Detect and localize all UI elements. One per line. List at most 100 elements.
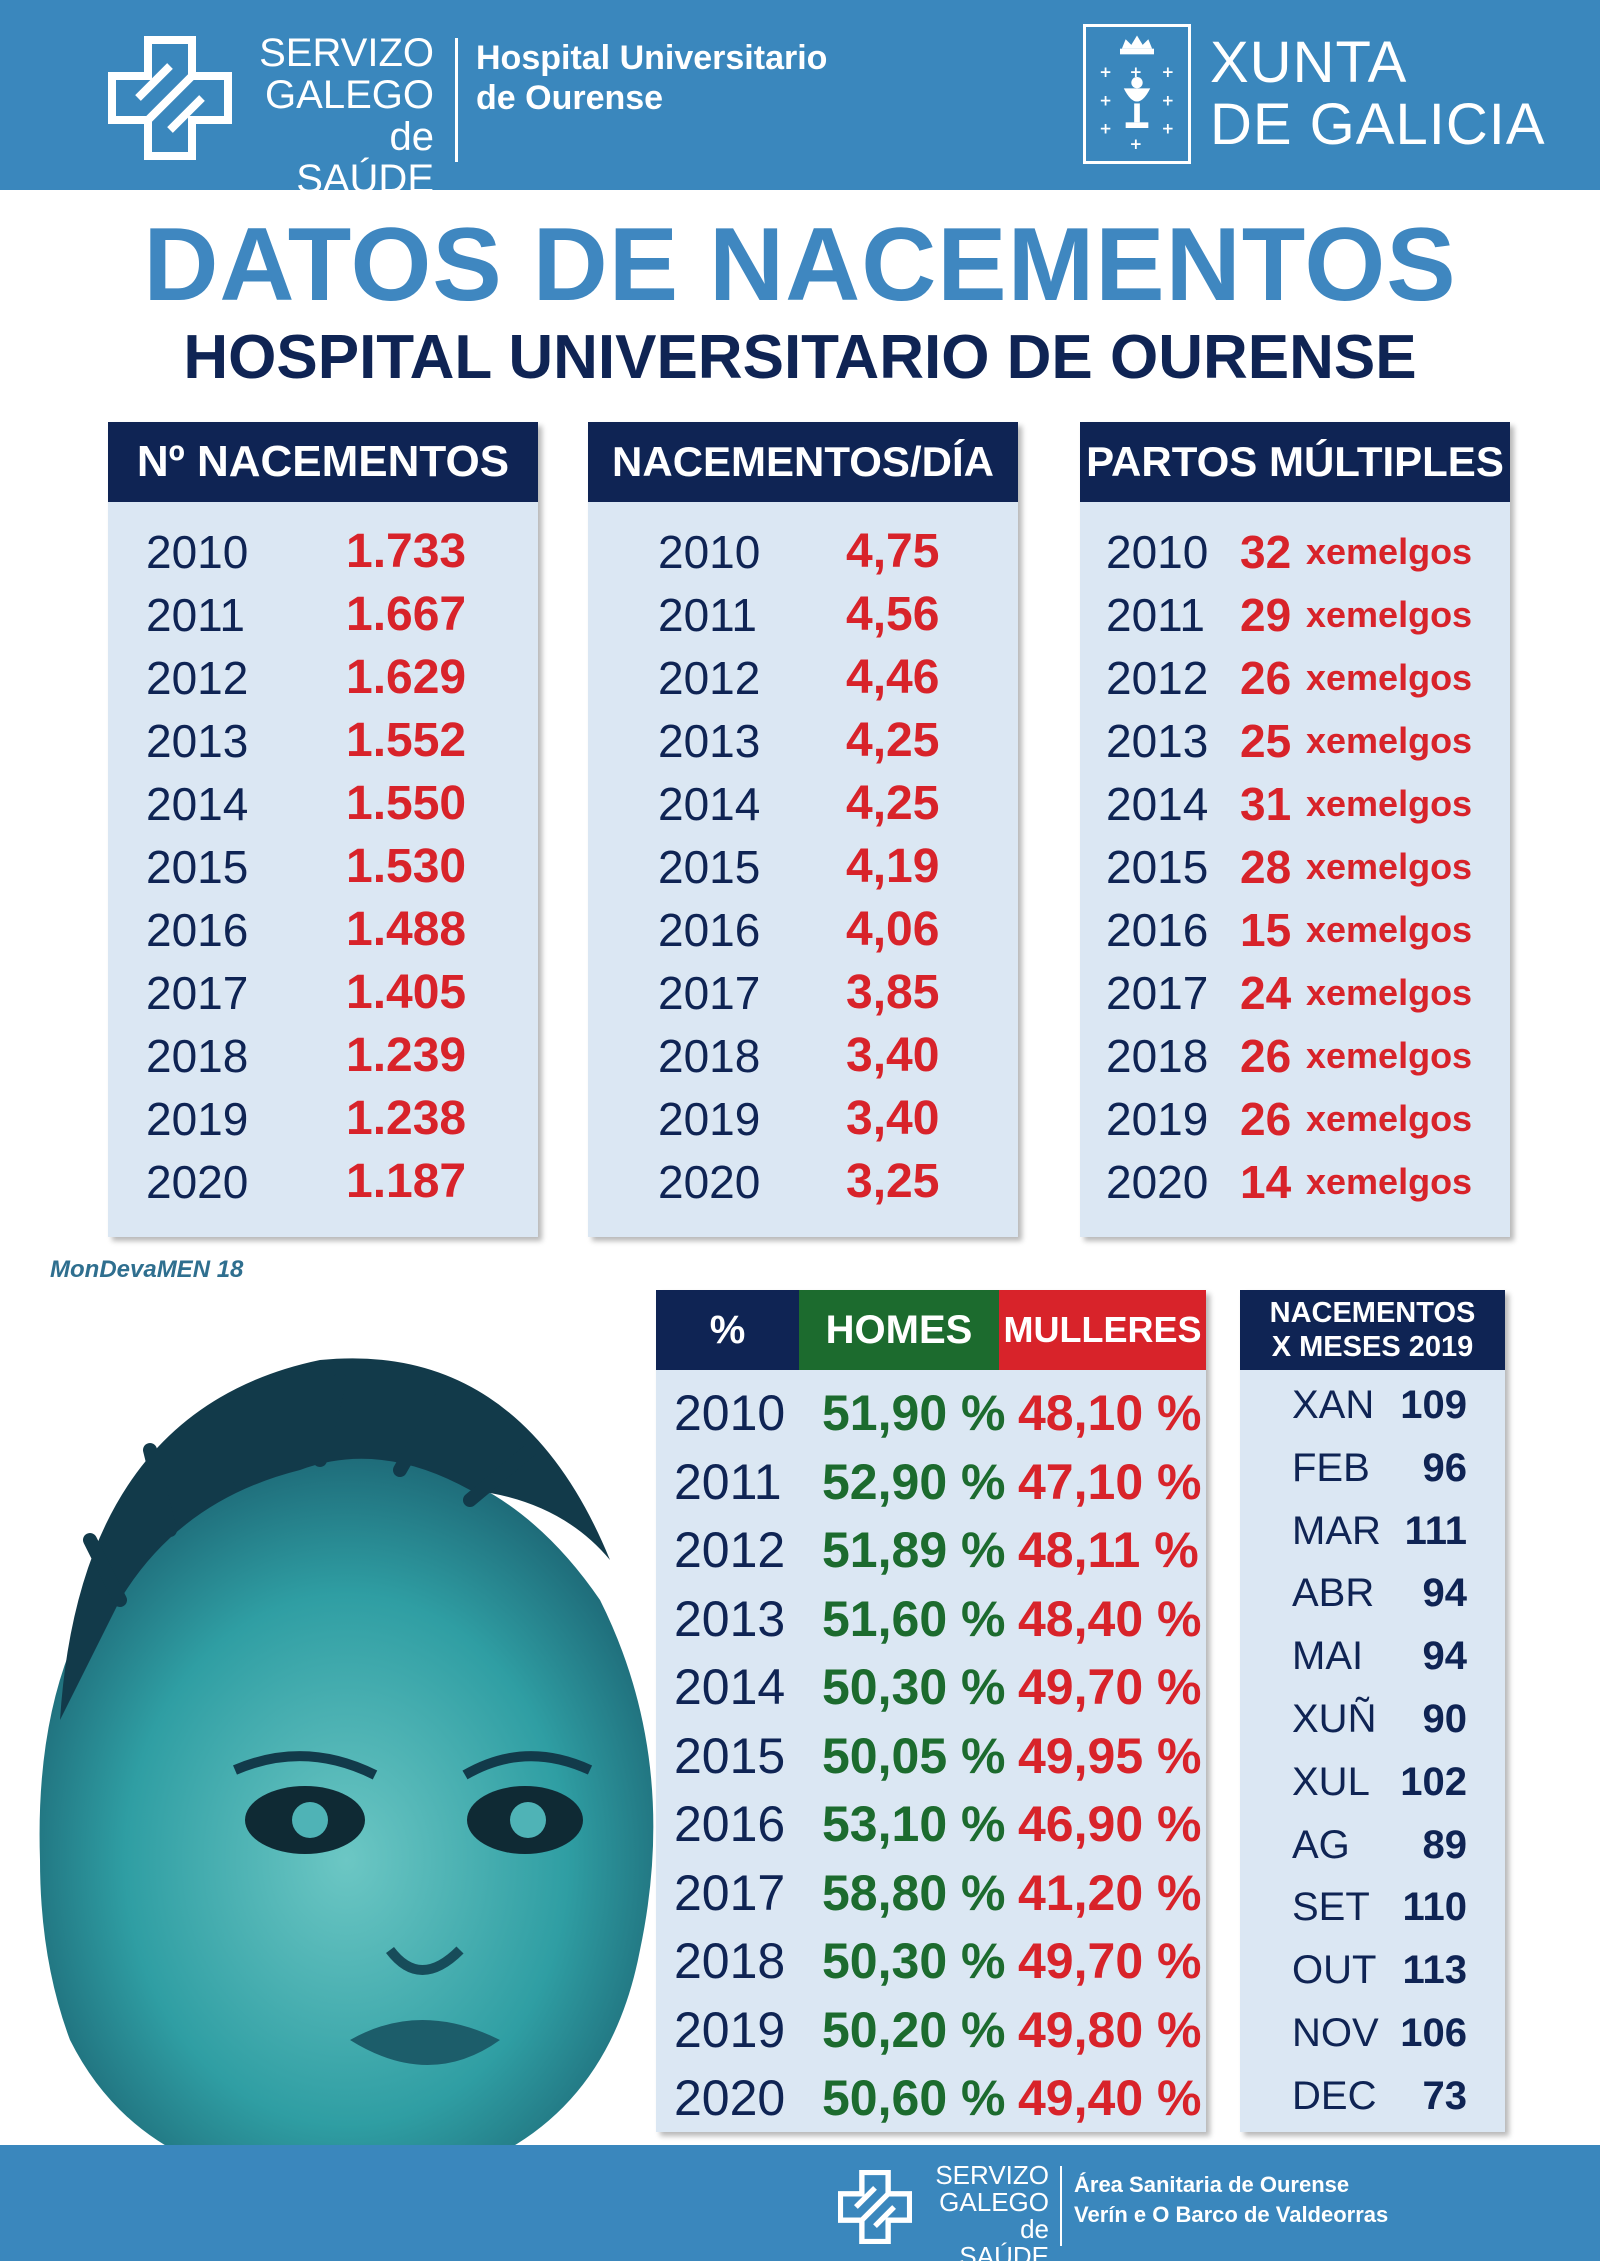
table-row: 2011 4,56 <box>588 583 1018 646</box>
row-unit: xemelgos <box>1306 1034 1473 1076</box>
row-year: 2019 <box>658 1092 761 1145</box>
row-unit: xemelgos <box>1306 971 1473 1013</box>
row-count: 89 <box>1422 1822 1468 1867</box>
table-row: 2019 26 xemelgos <box>1080 1087 1510 1150</box>
row-year: 2016 <box>1106 903 1209 956</box>
panel-meses-header: NACEMENTOS X MESES 2019 <box>1240 1290 1505 1370</box>
svg-text:+: + <box>1162 120 1175 138</box>
table-row: XAN 109 <box>1240 1374 1505 1437</box>
table-row: 2013 51,60 % 48,40 % <box>656 1586 1206 1652</box>
row-homes: 50,60 % <box>822 2070 1006 2126</box>
row-value: 26 <box>1240 1029 1292 1082</box>
row-value: 14 <box>1240 1155 1292 1208</box>
table-row: 2012 1.629 <box>108 646 538 709</box>
row-month: XUÑ <box>1292 1697 1377 1741</box>
row-value: 1.405 <box>346 966 467 1019</box>
row-year: 2013 <box>146 714 249 767</box>
table-row: 2014 1.550 <box>108 772 538 835</box>
table-row: AG 89 <box>1240 1814 1505 1877</box>
row-year: 2015 <box>1106 840 1209 893</box>
table-row: 2017 58,80 % 41,20 % <box>656 1860 1206 1926</box>
row-count: 109 <box>1400 1383 1467 1427</box>
row-year: 2020 <box>674 2070 786 2126</box>
row-unit: xemelgos <box>1306 845 1473 887</box>
baby-illustration <box>0 1358 700 2260</box>
row-mulleres: 49,70 % <box>1018 1933 1202 1989</box>
table-row: 2015 28 xemelgos <box>1080 835 1510 898</box>
row-year: 2013 <box>1106 714 1209 767</box>
panel-multiples: PARTOS MÚLTIPLES 2010 32 xemelgos 2011 29 xem… <box>1080 422 1510 1237</box>
table-row: 2016 4,06 <box>588 898 1018 961</box>
row-homes: 50,05 % <box>822 1727 1006 1784</box>
xunta-shield-logo: + + + + + + + + <box>1083 24 1191 164</box>
row-year: 2010 <box>1106 525 1209 578</box>
svg-text:+: + <box>1162 91 1175 109</box>
row-unit: xemelgos <box>1306 656 1473 698</box>
row-value: 3,40 <box>846 1092 940 1145</box>
row-value: 1.550 <box>346 777 467 830</box>
row-year: 2016 <box>658 903 761 956</box>
row-homes: 51,89 % <box>822 1522 1006 1578</box>
row-month: FEB <box>1292 1445 1370 1490</box>
table-row: 2010 51,90 % 48,10 % <box>656 1380 1206 1446</box>
row-year: 2020 <box>1106 1155 1209 1208</box>
row-year: 2017 <box>1106 966 1209 1019</box>
row-year: 2014 <box>146 777 249 830</box>
row-value: 1.238 <box>346 1092 467 1145</box>
row-value: 4,25 <box>846 714 940 767</box>
svg-text:+: + <box>1099 120 1112 138</box>
row-year: 2016 <box>674 1796 786 1852</box>
table-row: DEC 73 <box>1240 2065 1505 2128</box>
row-year: 2018 <box>146 1029 249 1082</box>
row-value: 4,56 <box>846 588 940 641</box>
row-year: 2018 <box>674 1933 786 1989</box>
row-count: 106 <box>1400 2011 1467 2055</box>
table-row: 2017 1.405 <box>108 961 538 1024</box>
table-row: 2014 4,25 <box>588 772 1018 835</box>
sergas-cross-logo <box>108 36 232 160</box>
table-row: 2010 1.733 <box>108 520 538 583</box>
row-year: 2010 <box>658 525 761 578</box>
row-homes: 50,30 % <box>822 1933 1006 1989</box>
table-row: 2020 50,60 % 49,40 % <box>656 2065 1206 2131</box>
row-count: 73 <box>1422 2073 1468 2118</box>
row-year: 2020 <box>146 1155 249 1208</box>
table-row: 2019 1.238 <box>108 1087 538 1150</box>
table-row: 2013 4,25 <box>588 709 1018 772</box>
table-row: NOV 106 <box>1240 2002 1505 2065</box>
table-row: MAR 111 <box>1240 1500 1505 1563</box>
table-row: 2013 25 xemelgos <box>1080 709 1510 772</box>
row-unit: xemelgos <box>1306 719 1473 761</box>
svg-text:+: + <box>1099 91 1112 109</box>
row-mulleres: 49,80 % <box>1018 2001 1202 2058</box>
table-row: 2011 29 xemelgos <box>1080 583 1510 646</box>
row-value: 26 <box>1240 651 1292 704</box>
table-row: 2015 1.530 <box>108 835 538 898</box>
panel-xenero-header-pct: % <box>656 1290 799 1370</box>
row-mulleres: 48,11 % <box>1018 1522 1199 1578</box>
panel-xenero: % HOMES MULLERES 2010 51,90 % 48,10 % 2011 5… <box>656 1290 1206 2132</box>
row-homes: 50,30 % <box>822 1659 1006 1715</box>
table-row: 2017 24 xemelgos <box>1080 961 1510 1024</box>
panel-por-dia-header: NACEMENTOS/DÍA <box>588 422 1018 502</box>
row-value: 29 <box>1240 588 1292 641</box>
table-row: 2018 50,30 % 49,70 % <box>656 1928 1206 1994</box>
row-year: 2015 <box>674 1727 786 1784</box>
row-count: 110 <box>1402 1885 1467 1930</box>
row-month: XAN <box>1292 1383 1375 1427</box>
row-count: 96 <box>1422 1445 1468 1490</box>
row-year: 2016 <box>146 903 249 956</box>
row-year: 2010 <box>146 525 249 578</box>
row-year: 2019 <box>146 1092 249 1145</box>
svg-text:+: + <box>1162 63 1175 81</box>
row-mulleres: 46,90 % <box>1018 1796 1202 1852</box>
table-row: 2020 3,25 <box>588 1150 1018 1213</box>
row-homes: 53,10 % <box>822 1796 1006 1852</box>
panel-xenero-header-mulleres: MULLERES <box>999 1290 1206 1370</box>
row-year: 2012 <box>658 651 761 704</box>
row-year: 2018 <box>658 1029 761 1082</box>
table-row: XUÑ 90 <box>1240 1688 1505 1751</box>
table-row: 2020 14 xemelgos <box>1080 1150 1510 1213</box>
row-value: 4,25 <box>846 777 940 830</box>
table-row: 2012 51,89 % 48,11 % <box>656 1517 1206 1583</box>
